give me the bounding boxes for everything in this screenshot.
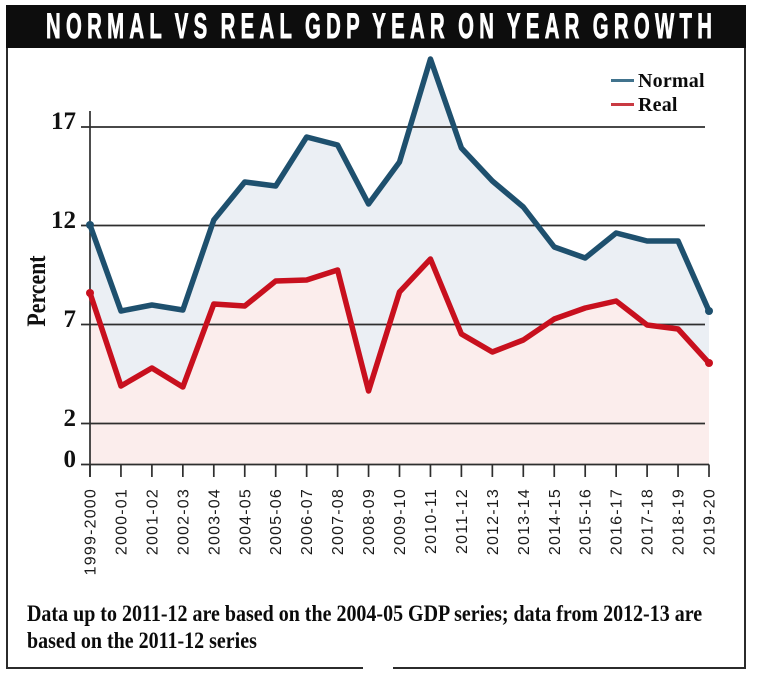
svg-text:2017-18: 2017-18: [640, 488, 657, 555]
svg-text:2003-04: 2003-04: [206, 488, 223, 555]
svg-text:2010-11: 2010-11: [423, 488, 440, 554]
svg-text:2000-01: 2000-01: [114, 488, 131, 555]
svg-text:2004-05: 2004-05: [237, 488, 254, 555]
svg-text:2002-03: 2002-03: [175, 488, 192, 555]
svg-text:2007-08: 2007-08: [330, 488, 347, 555]
svg-text:2019-20: 2019-20: [702, 488, 719, 555]
svg-text:2018-19: 2018-19: [671, 488, 688, 555]
svg-text:2009-10: 2009-10: [392, 488, 409, 555]
svg-text:2008-09: 2008-09: [361, 488, 378, 555]
svg-text:2015-16: 2015-16: [578, 488, 595, 555]
svg-text:2001-02: 2001-02: [144, 488, 161, 555]
svg-text:2006-07: 2006-07: [299, 488, 316, 555]
svg-text:2011-12: 2011-12: [454, 488, 471, 554]
svg-text:2014-15: 2014-15: [547, 488, 564, 555]
svg-text:2012-13: 2012-13: [485, 488, 502, 555]
svg-text:2016-17: 2016-17: [609, 488, 626, 555]
svg-text:2013-14: 2013-14: [516, 488, 533, 555]
svg-text:1999-2000: 1999-2000: [83, 488, 100, 575]
svg-text:2005-06: 2005-06: [268, 488, 285, 555]
